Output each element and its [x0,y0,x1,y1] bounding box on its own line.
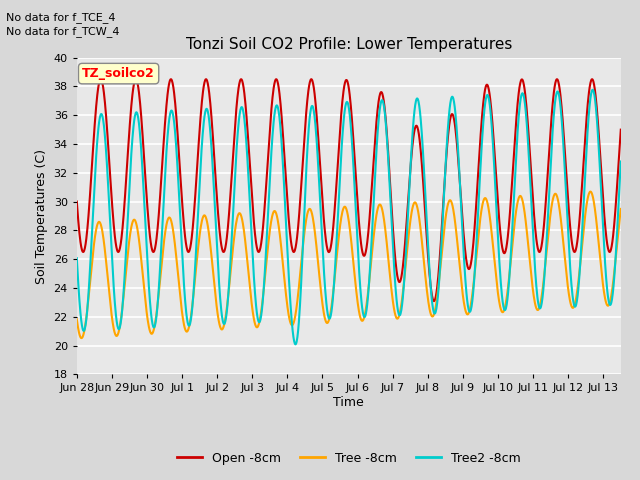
Y-axis label: Soil Temperatures (C): Soil Temperatures (C) [35,148,48,284]
Legend: Open -8cm, Tree -8cm, Tree2 -8cm: Open -8cm, Tree -8cm, Tree2 -8cm [172,446,525,469]
Title: Tonzi Soil CO2 Profile: Lower Temperatures: Tonzi Soil CO2 Profile: Lower Temperatur… [186,37,512,52]
X-axis label: Time: Time [333,396,364,409]
Text: TZ_soilco2: TZ_soilco2 [82,67,155,80]
Text: No data for f_TCW_4: No data for f_TCW_4 [6,26,120,37]
Text: No data for f_TCE_4: No data for f_TCE_4 [6,12,116,23]
